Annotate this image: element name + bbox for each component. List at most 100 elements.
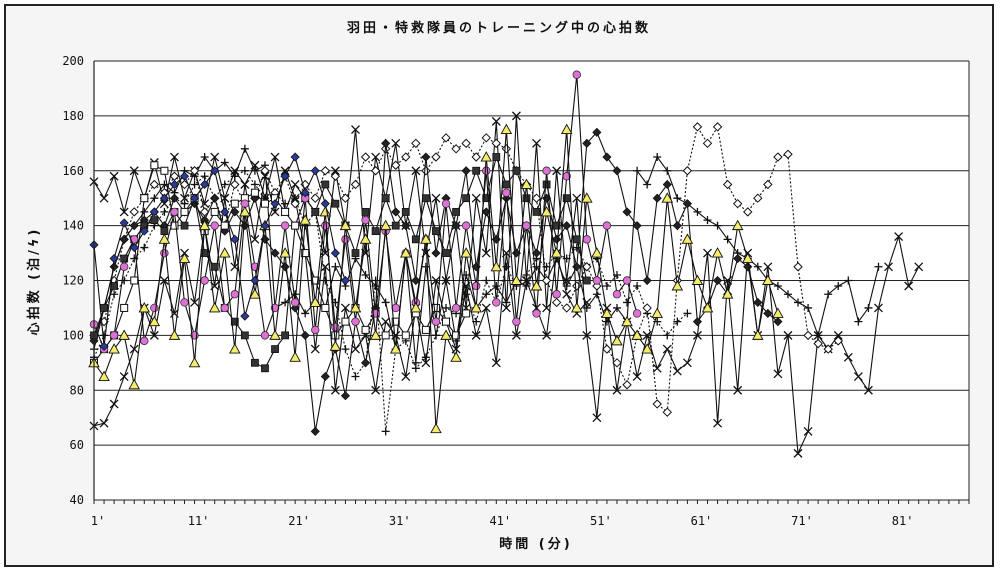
data-point [602,221,612,230]
x-tick-label: 81' [892,514,914,528]
data-point [864,303,873,312]
data-point [470,302,482,313]
data-point [701,302,714,313]
data-point [500,123,513,135]
data-point [331,331,340,340]
data-point [369,329,382,340]
data-point [330,385,340,395]
data-point [310,193,320,203]
data-point [401,208,410,216]
x-tick-label: 61' [691,514,713,528]
data-point [320,262,330,272]
data-point [299,214,311,225]
data-point [310,344,320,354]
data-point [129,221,139,231]
data-point [280,221,290,230]
data-point [109,331,119,340]
data-point [371,152,381,162]
data-point [532,208,541,216]
data-point [431,276,441,285]
data-point [120,276,129,285]
data-point [642,303,652,313]
data-point [351,249,360,257]
data-point [330,171,341,181]
heart-rate-chart: 羽田・特救隊員のトレーニング中の心拍数 40 60 80 100 120 140 160 18… [26,20,970,552]
data-point [552,290,561,299]
data-point [99,341,109,351]
data-point [510,274,523,285]
data-point [281,199,290,208]
data-point [602,152,612,162]
data-point [331,322,340,332]
data-point [391,317,400,326]
data-point [240,166,249,175]
data-point [281,207,290,216]
data-point [691,274,704,285]
data-point [310,166,320,176]
data-point [158,233,171,244]
data-point [490,260,503,272]
data-point [371,385,381,395]
data-point [189,166,200,176]
data-point [783,330,793,340]
data-point [793,262,803,272]
data-point [442,303,451,312]
data-point [309,296,322,307]
data-point [663,331,672,340]
data-point [100,304,108,312]
data-point [763,179,773,190]
data-point [150,303,159,313]
data-point [289,351,301,362]
data-point [693,207,702,216]
data-point [492,298,501,307]
data-point [371,227,380,236]
data-point [632,221,642,231]
data-point [662,344,672,354]
data-point [622,207,632,217]
data-point [310,426,320,436]
data-point [581,192,593,203]
data-point [712,122,723,132]
data-point [642,275,652,286]
data-point [854,317,863,326]
data-point [331,262,340,271]
data-point [349,302,362,313]
data-point [260,331,270,340]
data-point [671,280,684,291]
data-point [492,153,501,161]
data-point [330,166,340,176]
data-point [119,218,129,228]
data-point [210,152,220,162]
data-point [200,172,209,181]
data-point [652,399,662,409]
data-point [320,371,330,382]
data-point [481,248,491,258]
data-point [210,166,220,176]
data-point [210,221,219,230]
data-point [763,262,773,272]
data-point [401,372,411,381]
data-point [560,123,573,135]
y-tick-label: 40 [70,493,84,507]
data-point [712,275,723,286]
data-point [381,194,390,203]
data-point [140,207,149,216]
data-point [743,262,753,272]
data-point [431,317,441,326]
data-point [492,281,501,290]
data-point [491,358,501,368]
data-point [240,311,250,321]
data-point [461,221,471,230]
data-point [329,340,342,351]
data-point [190,297,200,307]
data-point [914,262,924,272]
data-point [240,331,249,340]
data-point [884,262,893,272]
data-point [612,303,621,312]
data-point [381,427,390,436]
data-point [140,194,149,203]
data-point [703,248,712,258]
data-point [421,166,431,176]
data-point [582,330,592,340]
x-tick-label: 41' [489,514,511,528]
